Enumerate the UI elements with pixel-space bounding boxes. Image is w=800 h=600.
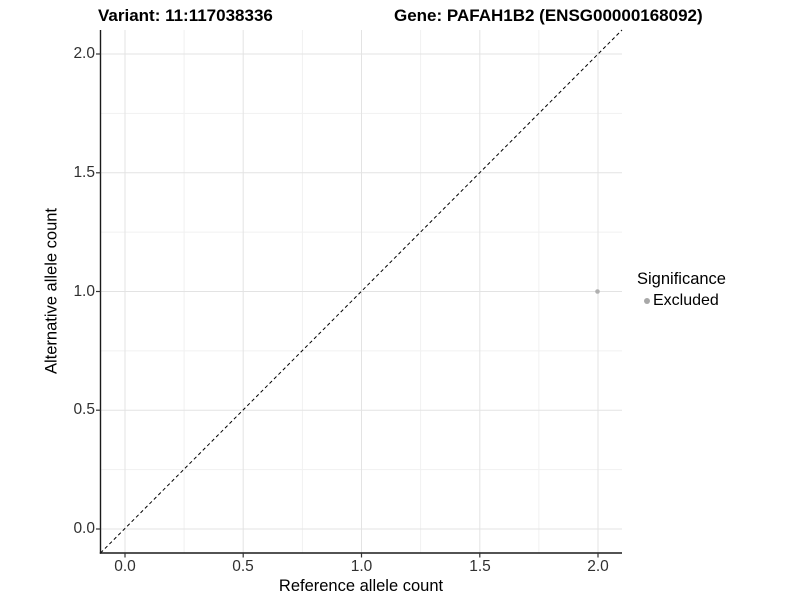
plot-title-gene: Gene: PAFAH1B2 (ENSG00000168092) [394, 6, 703, 25]
legend: Significance Excluded [637, 270, 726, 310]
legend-item-label: Excluded [653, 292, 719, 309]
plot-title-variant: Variant: 11:117038336 [98, 6, 273, 25]
x-tick-label: 1.5 [469, 558, 491, 575]
axis-ticks [96, 53, 599, 558]
legend-title: Significance [637, 270, 726, 288]
y-tick-label: 1.0 [73, 282, 95, 300]
identity-line [100, 29, 623, 554]
x-tick-label: 0.0 [114, 558, 136, 575]
y-tick-label: 0.5 [73, 401, 95, 419]
y-tick-label: 1.5 [73, 163, 95, 181]
excluded-point-icon [644, 298, 650, 304]
x-axis-title: Reference allele count [278, 577, 444, 595]
y-tick-label: 2.0 [73, 45, 95, 62]
data-point-excluded [595, 289, 600, 294]
x-tick-label: 1.0 [350, 558, 373, 575]
x-tick-label: 2.0 [587, 558, 609, 575]
legend-item-excluded: Excluded [644, 292, 726, 310]
y-tick-label: 0.0 [73, 520, 95, 537]
y-axis-title: Alternative allele count [42, 207, 61, 375]
x-tick-label: 0.5 [232, 558, 254, 575]
